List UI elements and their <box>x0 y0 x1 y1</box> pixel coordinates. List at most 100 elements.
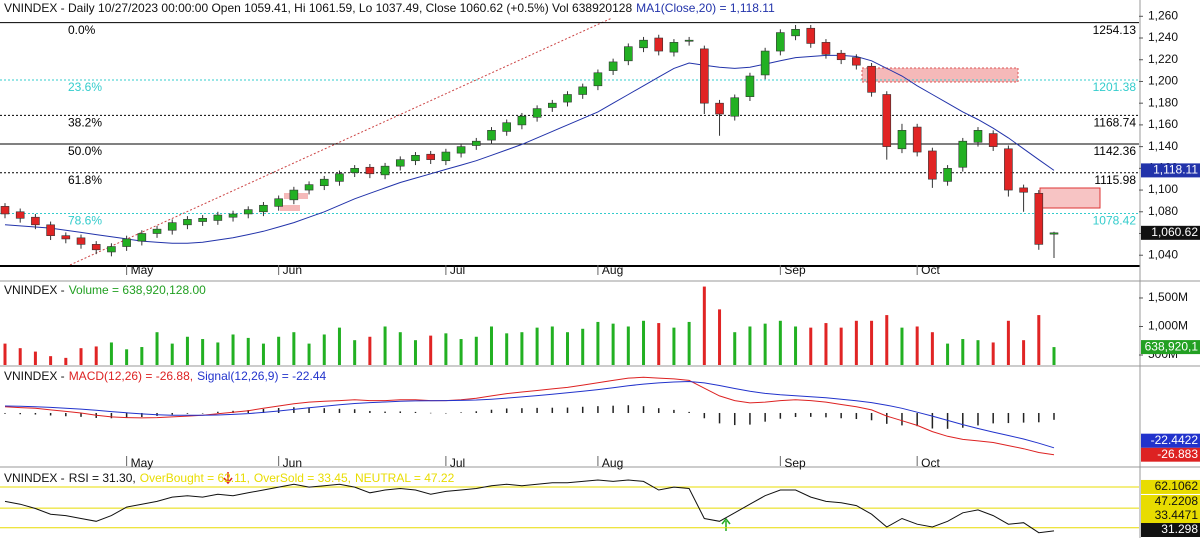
histogram-bar <box>399 411 402 413</box>
y-tick-label: 1,500M <box>1148 290 1188 304</box>
value-box <box>1141 447 1200 462</box>
volume-bar <box>854 320 858 365</box>
candle-body <box>456 146 466 154</box>
x-tick-label: Oct <box>921 263 940 277</box>
histogram-bar <box>262 408 265 413</box>
volume-bar <box>657 323 661 365</box>
volume-bar <box>261 343 265 365</box>
volume-bar <box>626 326 630 365</box>
candle-body <box>1049 232 1059 235</box>
fib-value: 1254.13 <box>1093 23 1137 37</box>
volume-bar <box>535 327 539 365</box>
histogram-bar <box>505 408 508 413</box>
histogram-bar <box>521 408 523 413</box>
value-label: -26.883 <box>1157 447 1198 461</box>
histogram-bar <box>612 405 614 413</box>
volume-bar <box>976 340 980 365</box>
candle-body <box>137 233 147 242</box>
volume-bar <box>566 332 570 365</box>
trend-line <box>69 17 613 266</box>
histogram-bar <box>992 412 994 424</box>
candle-body <box>502 122 511 132</box>
x-tick-label: Sep <box>784 263 806 277</box>
histogram-bar <box>718 412 721 424</box>
value-box <box>1141 495 1200 509</box>
candle-body <box>198 217 207 222</box>
volume-bar <box>444 333 448 365</box>
legend-entry: RSI = 31.30, <box>69 471 136 485</box>
volume-bar <box>763 323 767 365</box>
histogram-bar <box>536 407 538 413</box>
volume-bar <box>94 346 98 365</box>
candle-body <box>46 224 55 236</box>
candle-body <box>259 204 268 213</box>
volume-bar <box>307 343 311 365</box>
zone-box <box>1039 187 1101 209</box>
histogram-bar <box>80 412 82 417</box>
candle-body <box>183 219 192 226</box>
candle-body <box>426 153 435 160</box>
histogram-bar <box>1053 412 1055 420</box>
candle-body <box>274 198 283 207</box>
candle-body <box>213 214 223 221</box>
candle-body <box>1019 187 1028 193</box>
volume-bar <box>915 326 919 365</box>
candle-body <box>471 140 481 146</box>
value-label: 47.2208 <box>1155 494 1199 508</box>
candle-body <box>76 237 86 245</box>
candle-body <box>928 150 937 180</box>
y-tick-label: 1,000M <box>1148 319 1188 333</box>
candle-body <box>122 238 131 247</box>
series-line <box>4 380 1055 449</box>
panel-header: VNINDEX - MACD(12,26) = -26.88, Signal(12,… <box>4 369 326 383</box>
candle-body <box>304 184 314 191</box>
histogram-bar <box>1038 412 1040 423</box>
volume-bar <box>201 339 205 365</box>
candle-body <box>593 72 603 87</box>
histogram-bar <box>840 412 842 419</box>
volume-bar <box>611 323 615 365</box>
candle-body <box>61 235 71 240</box>
histogram-bar <box>688 411 690 413</box>
y-tick-label: 1,180 <box>1148 95 1178 109</box>
x-tick-label: Jun <box>283 456 302 470</box>
volume-bar <box>505 333 509 365</box>
candle-body <box>395 159 405 167</box>
legend-entry: OverBought = 62.11, <box>140 471 250 485</box>
volume-bar <box>322 334 326 365</box>
volume-bar <box>398 332 402 365</box>
histogram-bar <box>308 407 310 413</box>
value-box <box>1141 433 1200 448</box>
histogram-bar <box>855 412 858 420</box>
legend-entry: NEUTRAL = 47.22 <box>355 471 455 485</box>
y-tick-label: 1,080 <box>1148 204 1178 218</box>
histogram-bar <box>323 408 326 413</box>
candle-body <box>350 168 359 173</box>
volume-bar <box>459 339 463 365</box>
candle-body <box>806 27 816 44</box>
volume-bar <box>946 343 950 365</box>
candle-body <box>973 130 983 143</box>
value-label: 1,118.11 <box>1153 163 1198 177</box>
buy-arrow <box>721 517 731 531</box>
volume-bar <box>337 327 341 365</box>
histogram-bar <box>825 412 827 418</box>
histogram-bar <box>764 412 766 422</box>
volume-bar <box>49 356 53 365</box>
histogram-bar <box>110 412 113 419</box>
histogram-bar <box>277 408 280 413</box>
legend-entry: MA1(Close,20) = 1,118.11 <box>636 1 775 15</box>
histogram-bar <box>217 411 219 413</box>
sell-arrow <box>223 472 233 485</box>
histogram-bar <box>962 412 964 428</box>
histogram-bar <box>34 412 37 415</box>
histogram-bar <box>490 409 493 413</box>
candle-body <box>760 50 770 76</box>
histogram-bar <box>49 412 52 416</box>
panel-header: VNINDEX - Volume = 638,920,128.00 <box>4 283 206 297</box>
candle-body <box>943 168 952 182</box>
volume-bar <box>550 326 554 365</box>
histogram-bar <box>749 412 751 425</box>
volume-bar <box>520 332 524 365</box>
